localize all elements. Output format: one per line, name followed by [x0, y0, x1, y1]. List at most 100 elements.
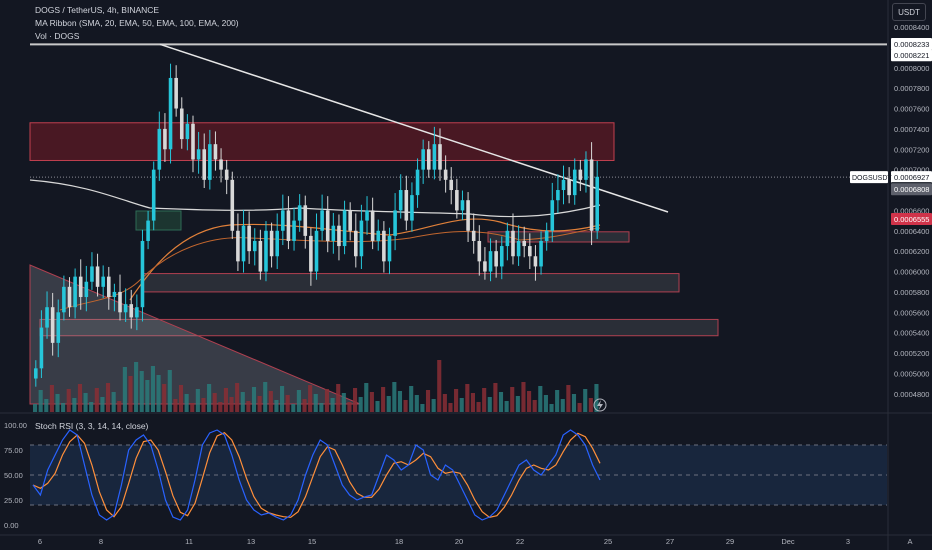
price-tag-bg: [891, 212, 932, 225]
volume-bar: [111, 392, 116, 412]
volume-bar: [459, 398, 464, 412]
volume-bar: [482, 388, 487, 412]
volume-bar: [566, 385, 571, 412]
time-tick-label: 18: [395, 537, 403, 546]
candle-body: [471, 230, 476, 241]
candle-body: [494, 251, 498, 267]
stoch-tick-label: 25.00: [4, 496, 23, 505]
volume-bar: [470, 393, 475, 412]
candle-body: [224, 169, 229, 180]
time-tick-label: 8: [99, 537, 103, 546]
stoch-tick-label: 100.00: [4, 421, 27, 430]
volume-bar: [201, 398, 206, 412]
chart-title: DOGS / TetherUS, 4h, BINANCE: [35, 5, 160, 15]
candle-body: [258, 240, 263, 272]
zone-green: [135, 210, 182, 231]
candle-body: [84, 281, 89, 298]
volume-bar: [280, 386, 285, 412]
currency-button[interactable]: USDT: [892, 3, 926, 21]
trendline: [159, 43, 669, 213]
time-tick-label: Dec: [781, 537, 795, 546]
candle-body: [50, 307, 55, 343]
time-tick-label: 29: [726, 537, 734, 546]
volume-bar: [162, 384, 167, 412]
candle-body: [432, 144, 437, 170]
candle-body: [354, 230, 358, 257]
volume-bar: [229, 397, 234, 412]
price-tick-label: 0.0006000: [894, 268, 929, 277]
flash-icon-glyph: [597, 400, 603, 410]
volume-bar: [83, 393, 88, 412]
volume-bar: [167, 370, 172, 412]
candle-body: [584, 159, 588, 180]
volume-bar: [538, 386, 543, 412]
volume-bar: [555, 390, 560, 412]
volume-bar: [178, 385, 184, 412]
flash-icon: [593, 398, 607, 412]
candle-body: [34, 368, 38, 379]
price-tag-bg: [891, 38, 932, 51]
stoch-d-line: [32, 431, 601, 518]
volume-bar: [94, 388, 99, 412]
volume-bar: [291, 404, 296, 412]
time-tick-label: A: [907, 537, 912, 546]
candle-body: [191, 123, 195, 160]
candle-body: [286, 210, 291, 241]
candle-body: [365, 210, 369, 221]
volume-bar: [285, 395, 290, 412]
volume-bar: [588, 398, 593, 412]
volume-bar: [392, 382, 397, 412]
candle-body: [460, 200, 465, 211]
ma-200-line: [29, 179, 601, 218]
candle-body: [292, 220, 296, 241]
candle-body: [129, 304, 134, 318]
volume-bar: [223, 388, 228, 412]
volume-bar: [145, 380, 150, 412]
price-tick-label: 0.0007800: [894, 84, 929, 93]
volume-bar: [375, 401, 380, 412]
candle-body: [202, 149, 207, 180]
candle-body: [370, 210, 375, 241]
candle-body: [140, 240, 145, 308]
candle-body: [241, 225, 246, 262]
time-tick-label: 22: [516, 537, 524, 546]
candle-body: [331, 225, 336, 241]
ma-50-line: [59, 227, 601, 311]
candle-body: [73, 276, 77, 308]
zone-gray: [141, 273, 680, 293]
volume-bar: [594, 384, 599, 412]
candle-body: [337, 225, 341, 247]
volume-bar: [386, 396, 391, 412]
volume-bar: [207, 384, 212, 412]
candle-body: [168, 77, 173, 150]
volume-bar: [319, 403, 324, 412]
volume-bar: [100, 397, 105, 412]
candle-body: [393, 210, 397, 236]
stoch-tick-label: 75.00: [4, 446, 23, 455]
candle-body: [449, 179, 454, 191]
volume-bar: [330, 398, 335, 412]
time-tick-label: 13: [247, 537, 255, 546]
volume-bar: [364, 383, 369, 412]
volume-bar: [235, 383, 240, 412]
volume-bar: [521, 382, 526, 412]
volume-bar: [549, 404, 554, 412]
volume-bar: [498, 392, 504, 412]
volume-bar: [504, 401, 509, 412]
candle-body: [236, 230, 240, 262]
time-tick-label: 3: [846, 537, 850, 546]
volume-bar: [105, 383, 111, 412]
candle-body: [511, 230, 515, 257]
volume-bar: [369, 392, 374, 412]
candle-body: [410, 195, 414, 221]
zone-red: [29, 122, 615, 161]
candle-body: [483, 261, 487, 272]
volume-bar: [397, 391, 403, 412]
candle-body: [135, 307, 139, 318]
symbol-tag-bg: [850, 171, 888, 184]
stoch-rsi-legend: Stoch RSI (3, 3, 14, 14, close): [35, 421, 149, 431]
candle-body: [269, 230, 274, 257]
candle-body: [157, 128, 162, 170]
volume-bar: [336, 384, 341, 412]
